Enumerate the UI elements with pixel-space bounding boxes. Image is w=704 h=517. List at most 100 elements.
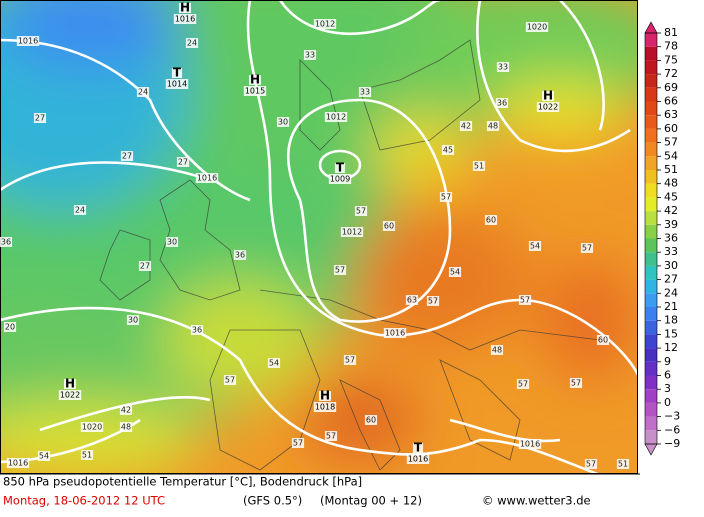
colorbar-band — [645, 375, 657, 390]
temperature-label-bg — [426, 296, 440, 306]
colorbar-tick-label: 36 — [664, 232, 678, 245]
temperature-label: 57 — [586, 460, 596, 469]
isobar-label-bg — [16, 36, 40, 46]
colorbar-tick-label: 21 — [664, 300, 678, 313]
footer-title: 850 hPa pseudopotentielle Temperatur [°C… — [3, 475, 362, 489]
temperature-label: 45 — [443, 146, 453, 155]
colorbar-band — [645, 142, 657, 157]
temperature-label-bg — [120, 151, 134, 161]
temperature-label-bg — [343, 355, 357, 365]
pressure-center-value-bg — [328, 174, 352, 184]
colorbar-band — [645, 170, 657, 184]
colorbar-band — [645, 348, 657, 362]
colorbar-tick-label: 78 — [664, 40, 678, 53]
colorbar-band — [645, 279, 657, 294]
isobar-label: 1016 — [8, 459, 28, 468]
isobar-label-bg — [6, 458, 30, 468]
pressure-center-symbol: H — [180, 1, 190, 15]
temperature-label-bg — [616, 459, 630, 469]
pressure-center-value-bg — [536, 102, 560, 112]
colorbar-band — [645, 46, 657, 61]
temperature-label: 42 — [461, 122, 471, 131]
colorbar-band — [645, 293, 657, 307]
isobar-label-bg — [525, 22, 549, 32]
colorbar-tick-label: 75 — [664, 53, 678, 66]
colorbar-tick-label: 48 — [664, 177, 678, 190]
temperature-label-bg — [136, 87, 150, 97]
temperature-label: 57 — [520, 296, 530, 305]
temperature-label: 24 — [187, 39, 197, 48]
temperature-label: 57 — [441, 193, 451, 202]
colorbar-tick-label: 54 — [664, 149, 678, 162]
temperature-label-bg — [119, 405, 133, 415]
temperature-label: 27 — [35, 114, 45, 123]
colorbar-arrow-bottom — [644, 443, 658, 456]
temperature-label-bg — [303, 50, 317, 60]
temperature-label: 57 — [335, 266, 345, 275]
colorbar-band — [645, 238, 657, 253]
isobar-label: 1012 — [315, 20, 335, 29]
colorbar-band — [645, 33, 657, 47]
temperature-label-bg — [138, 261, 152, 271]
temperature-label: 33 — [498, 63, 508, 72]
colorbar-band — [645, 334, 657, 349]
temperature-label-bg — [333, 265, 347, 275]
colorbar-band — [645, 87, 657, 102]
isobar-label-bg — [383, 328, 407, 338]
temperature-label: 60 — [486, 216, 496, 225]
isobar-label: 1016 — [385, 329, 405, 338]
temperature-label: 36 — [235, 251, 245, 260]
isobar-label-bg — [324, 112, 348, 122]
temperature-label: 24 — [75, 206, 85, 215]
temperature-label-bg — [80, 450, 94, 460]
temperature-label-bg — [518, 295, 532, 305]
colorbar-tick-label: −3 — [664, 410, 680, 423]
temperature-label-bg — [484, 215, 498, 225]
colorbar-band — [645, 197, 657, 212]
temperature-label: 30 — [128, 316, 138, 325]
colorbar-band — [645, 402, 657, 417]
colorbar-tick-label: 60 — [664, 122, 678, 135]
colorbar-tick-label: 45 — [664, 190, 678, 203]
temperature-label-bg — [37, 451, 51, 461]
temperature-label-bg — [276, 117, 290, 127]
temperature-label-bg — [358, 87, 372, 97]
temperature-label-bg — [190, 325, 204, 335]
colorbar-tick-label: 66 — [664, 95, 678, 108]
pressure-center-value: 1015 — [245, 87, 265, 96]
temperature-label: 54 — [450, 268, 460, 277]
pressure-center-value-bg — [313, 402, 337, 412]
temperature-label: 60 — [366, 416, 376, 425]
colorbar-tick-label: 0 — [664, 396, 671, 409]
pressure-center-value-bg — [406, 454, 430, 464]
temperature-label: 57 — [293, 439, 303, 448]
isobar-label: 1016 — [18, 37, 38, 46]
pressure-center-symbol-bg — [541, 91, 555, 101]
colorbar-tick-label: 24 — [664, 286, 678, 299]
colorbar-tick-label: 51 — [664, 163, 678, 176]
temperature-label-bg — [528, 241, 542, 251]
colorbar-band — [645, 252, 657, 266]
temperature-label-bg — [233, 250, 247, 260]
colorbar-band — [645, 101, 657, 116]
colorbar-tick-label: 63 — [664, 108, 678, 121]
temperature-label-bg — [584, 459, 598, 469]
temperature-label-bg — [176, 157, 190, 167]
pressure-center-value-bg — [173, 14, 197, 24]
temperature-label: 20 — [5, 323, 15, 332]
colorbar-band — [645, 265, 657, 280]
temperature-label-bg — [267, 358, 281, 368]
temperature-label-bg — [495, 98, 509, 108]
colorbar-tick-label: 81 — [664, 26, 678, 39]
temperature-label: 30 — [278, 118, 288, 127]
colorbar: 8178757269666360575451484542393633302724… — [644, 21, 680, 456]
isobar-label: 1020 — [82, 423, 102, 432]
pressure-center-symbol: H — [320, 389, 330, 403]
temperature-label-bg — [0, 237, 13, 247]
pressure-center-symbol-bg — [178, 3, 192, 13]
temperature-label-bg — [126, 315, 140, 325]
colorbar-tick-label: 30 — [664, 259, 678, 272]
temperature-label: 60 — [384, 222, 394, 231]
temperature-label: 57 — [582, 244, 592, 253]
